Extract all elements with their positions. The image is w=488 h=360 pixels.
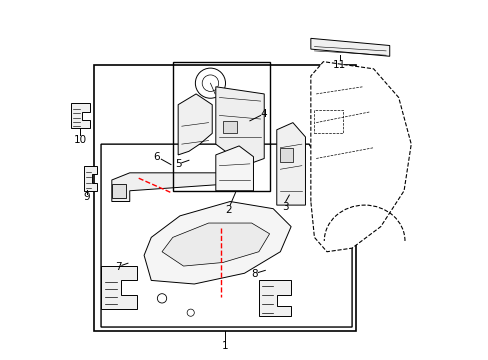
Text: 1: 1 [221, 341, 227, 351]
Text: 3: 3 [282, 202, 288, 212]
Bar [280, 148, 292, 162]
Polygon shape [258, 280, 290, 316]
Bar [314, 110, 343, 134]
Text: 10: 10 [74, 135, 87, 145]
Text: 9: 9 [83, 192, 90, 202]
Text: 2: 2 [224, 206, 231, 216]
Text: 5: 5 [175, 159, 182, 169]
Polygon shape [144, 202, 290, 284]
Polygon shape [310, 62, 410, 252]
Text: 11: 11 [332, 59, 346, 69]
Polygon shape [101, 266, 137, 309]
Bar [94, 65, 355, 330]
Polygon shape [112, 173, 233, 202]
Polygon shape [162, 223, 269, 266]
Polygon shape [178, 94, 212, 155]
Text: 7: 7 [115, 262, 122, 272]
Bar [223, 121, 237, 134]
Polygon shape [276, 123, 305, 205]
Polygon shape [215, 146, 253, 191]
Bar [172, 62, 269, 191]
Polygon shape [101, 144, 351, 327]
Polygon shape [310, 39, 389, 56]
Text: 6: 6 [153, 152, 160, 162]
Text: 8: 8 [251, 269, 257, 279]
Polygon shape [215, 87, 264, 166]
Text: 4: 4 [261, 109, 267, 119]
Polygon shape [70, 103, 89, 128]
Polygon shape [83, 166, 97, 191]
Bar [112, 184, 126, 198]
